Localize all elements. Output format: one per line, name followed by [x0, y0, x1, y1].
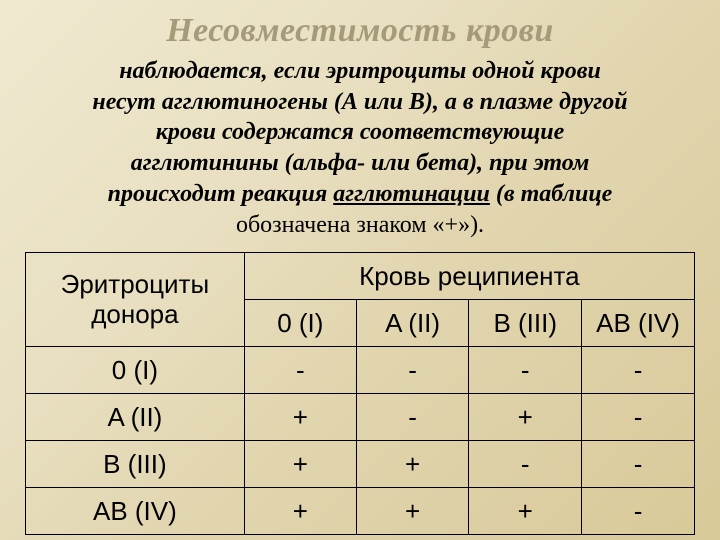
- table-cell: +: [244, 394, 356, 441]
- table-cell: -: [356, 347, 468, 394]
- table-col-label: A (II): [356, 300, 468, 347]
- table-cell: +: [244, 488, 356, 535]
- table-cell: -: [582, 347, 695, 394]
- table-row: A (II)+-+-: [26, 394, 695, 441]
- body-text-span: происходит реакция: [108, 181, 334, 207]
- table-cell: +: [356, 488, 468, 535]
- table-header-donor: Эритроцитыдонора: [26, 253, 245, 347]
- table-cell: +: [244, 441, 356, 488]
- table-row-label: AB (IV): [26, 488, 245, 535]
- table-cell: -: [469, 441, 582, 488]
- table-cell: -: [582, 488, 695, 535]
- body-text: наблюдается, если эритроциты одной крови…: [25, 56, 695, 240]
- body-text-span: при этом: [483, 150, 589, 176]
- table-col-label: AB (IV): [582, 300, 695, 347]
- body-text-span: обозначена знаком «+»).: [236, 212, 484, 238]
- table-row-label: 0 (I): [26, 347, 245, 394]
- table-cell: -: [244, 347, 356, 394]
- table-cell: +: [356, 441, 468, 488]
- body-text-span: несут агглютиногены (А или В),: [92, 89, 439, 115]
- body-text-span: агглютинины (альфа- или бета),: [131, 150, 483, 176]
- body-text-span: а в плазме другой: [439, 89, 628, 115]
- body-text-span: агглютинации: [333, 181, 490, 207]
- slide: Несовместимость крови наблюдается, если …: [0, 0, 720, 540]
- table-cell: -: [356, 394, 468, 441]
- table-row: B (III)++--: [26, 441, 695, 488]
- table-row-label: B (III): [26, 441, 245, 488]
- table-cell: -: [582, 441, 695, 488]
- compatibility-table: ЭритроцитыдонораКровь реципиента0 (I)A (…: [25, 252, 695, 535]
- table-cell: +: [469, 488, 582, 535]
- table-cell: -: [582, 394, 695, 441]
- body-text-span: (в таблице: [490, 181, 612, 207]
- body-text-span: наблюдается, если эритроциты одной крови: [119, 58, 601, 84]
- table-row: 0 (I)----: [26, 347, 695, 394]
- body-text-span: крови содержатся соответствующие: [156, 119, 565, 145]
- table-col-label: 0 (I): [244, 300, 356, 347]
- table-row: AB (IV)+++-: [26, 488, 695, 535]
- table-col-label: B (III): [469, 300, 582, 347]
- table-cell: -: [469, 347, 582, 394]
- slide-title: Несовместимость крови: [25, 12, 695, 50]
- table-cell: +: [469, 394, 582, 441]
- table-header-recipient: Кровь реципиента: [244, 253, 694, 300]
- table-row-label: A (II): [26, 394, 245, 441]
